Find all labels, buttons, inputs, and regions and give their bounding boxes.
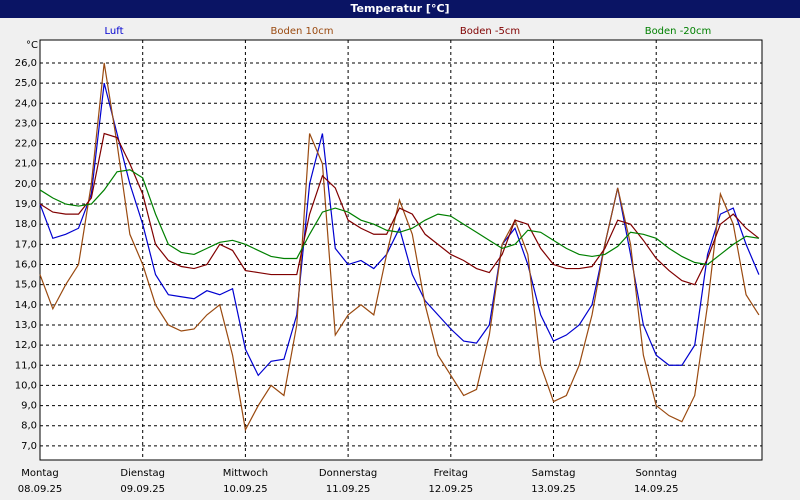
x-tick-label: Samstag xyxy=(532,468,576,479)
y-tick-label: 16,0 xyxy=(15,260,37,271)
data-line xyxy=(39,169,760,266)
legend-label: Boden -5cm xyxy=(460,26,520,37)
y-tick-label: 26,0 xyxy=(15,58,37,69)
x-tick-label: Donnerstag xyxy=(319,468,377,479)
y-tick-label: 17,0 xyxy=(15,239,37,250)
y-tick-label: 23,0 xyxy=(15,118,37,129)
legend-label: Boden 10cm xyxy=(271,26,334,37)
x-tick-label: Mittwoch xyxy=(223,468,268,479)
y-tick-label: 15,0 xyxy=(15,280,37,291)
legend-label: Luft xyxy=(105,26,124,37)
y-tick-label: 18,0 xyxy=(15,219,37,230)
x-tick-label: Dienstag xyxy=(120,468,165,479)
y-tick-label: 13,0 xyxy=(15,320,37,331)
y-unit: °C xyxy=(26,40,38,51)
y-tick-label: 11,0 xyxy=(15,360,37,371)
data-line xyxy=(39,62,760,432)
x-tick-date: 13.09.25 xyxy=(531,484,576,495)
x-tick-date: 10.09.25 xyxy=(223,484,268,495)
y-tick-label: 22,0 xyxy=(15,139,37,150)
chart-title: Temperatur [°C] xyxy=(350,2,449,15)
y-tick-label: 10,0 xyxy=(15,380,37,391)
x-tick-date: 12.09.25 xyxy=(429,484,474,495)
x-tick-date: 14.09.25 xyxy=(634,484,679,495)
y-tick-label: 12,0 xyxy=(15,340,37,351)
x-tick-label: Freitag xyxy=(434,468,468,479)
y-tick-label: 7,0 xyxy=(21,441,37,452)
x-tick-label: Sonntag xyxy=(635,468,677,479)
legend-label: Boden -20cm xyxy=(645,26,712,37)
y-tick-label: 8,0 xyxy=(21,421,37,432)
data-line xyxy=(39,132,760,286)
data-line xyxy=(39,82,760,377)
y-tick-label: 21,0 xyxy=(15,159,37,170)
x-tick-date: 08.09.25 xyxy=(18,484,63,495)
title-bar xyxy=(0,0,800,18)
y-tick-label: 19,0 xyxy=(15,199,37,210)
x-tick-date: 09.09.25 xyxy=(120,484,165,495)
x-tick-label: Montag xyxy=(21,468,58,479)
y-tick-label: 20,0 xyxy=(15,179,37,190)
y-tick-label: 14,0 xyxy=(15,300,37,311)
y-tick-label: 24,0 xyxy=(15,98,37,109)
y-tick-label: 9,0 xyxy=(21,401,37,412)
y-tick-label: 25,0 xyxy=(15,78,37,89)
x-tick-date: 11.09.25 xyxy=(326,484,371,495)
